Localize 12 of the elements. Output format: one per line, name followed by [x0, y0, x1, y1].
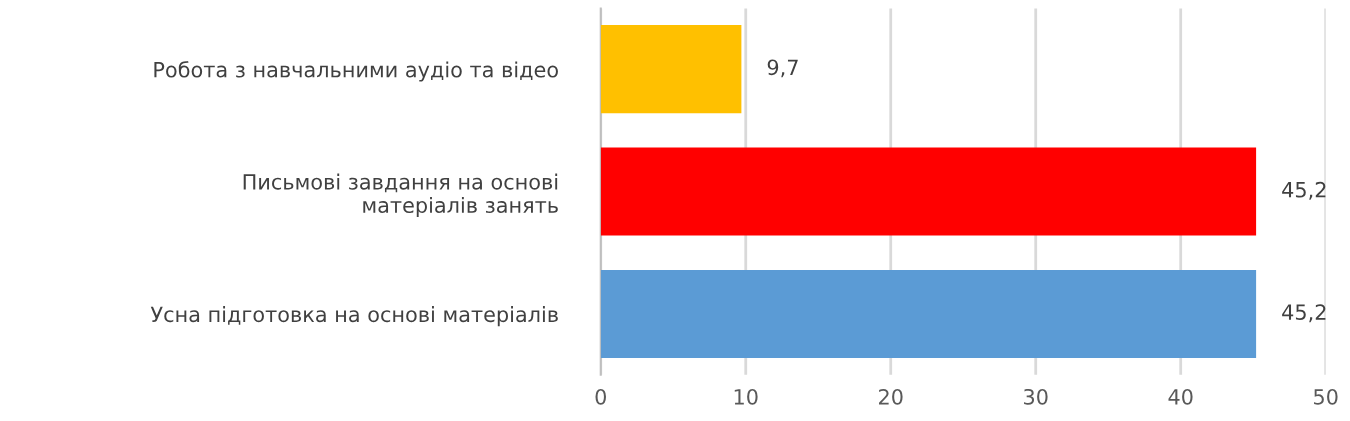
x-tick-label: 30	[1024, 388, 1048, 405]
data-label: 45,2	[1282, 304, 1326, 323]
x-tick-label: 50	[1314, 388, 1338, 405]
data-label: 45,2	[1282, 181, 1326, 200]
y-tick-label: Робота з навчальними аудіо та відео	[154, 61, 558, 82]
x-tick-label: 40	[1168, 388, 1193, 405]
x-tick-label: 10	[734, 388, 758, 405]
y-tick-label: Письмові завдання на основі матеріалів занять	[243, 173, 558, 218]
x-tick-label: 0	[595, 388, 606, 405]
data-label: 9,7	[767, 59, 798, 78]
x-tick-label: 20	[879, 388, 903, 405]
y-tick-label: Усна підготовка на основі матеріалів	[150, 306, 558, 327]
